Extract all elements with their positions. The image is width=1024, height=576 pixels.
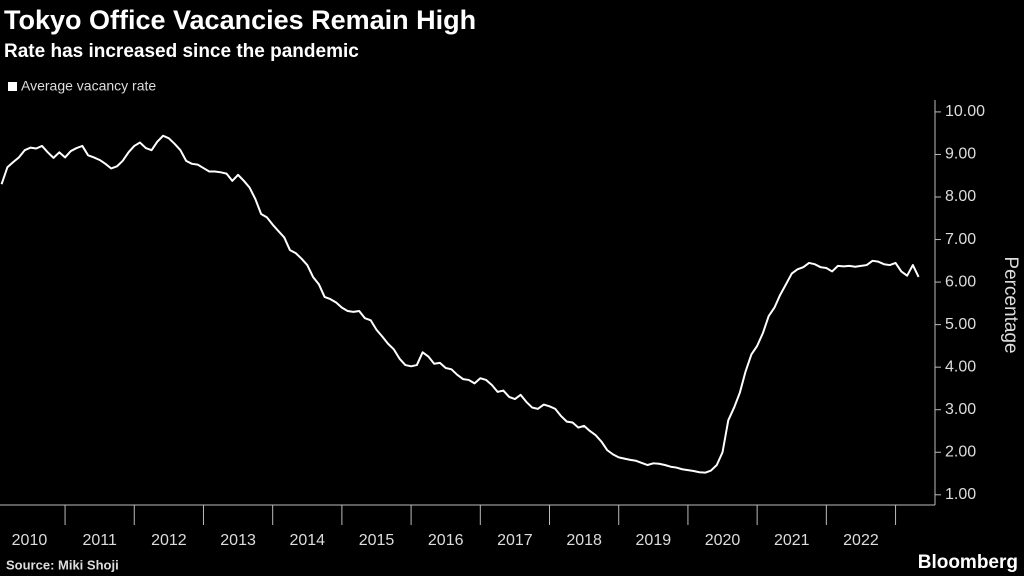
y-tick-label: 5.00 (945, 316, 976, 333)
y-tick-label: 6.00 (945, 273, 976, 290)
x-tick-label: 2018 (566, 532, 602, 549)
x-tick-label: 2019 (636, 532, 672, 549)
x-tick-label: 2014 (289, 532, 325, 549)
legend-swatch (8, 82, 17, 91)
x-tick-label: 2022 (843, 532, 879, 549)
x-tick-label: 2013 (220, 532, 256, 549)
x-tick-label: 2020 (705, 532, 741, 549)
legend-label: Average vacancy rate (21, 78, 156, 94)
data-line (0, 134, 920, 474)
y-tick-label: 4.00 (945, 358, 976, 375)
y-tick-label: 7.00 (945, 231, 976, 248)
y-tick-label: 1.00 (945, 486, 976, 503)
x-tick-label: 2015 (359, 532, 395, 549)
y-tick-label: 3.00 (945, 401, 976, 418)
x-tick-label: 2016 (428, 532, 464, 549)
y-tick-label: 9.00 (945, 146, 976, 163)
chart-subtitle: Rate has increased since the pandemic (4, 41, 359, 62)
x-tick-label: 2011 (82, 532, 117, 549)
x-tick-label: 2012 (151, 532, 187, 549)
chart-title: Tokyo Office Vacancies Remain High (4, 5, 476, 35)
source: Source: Miki Shoji (6, 557, 119, 572)
x-tick-label: 2010 (12, 532, 48, 549)
y-tick-label: 2.00 (945, 443, 976, 460)
x-tick-label: 2017 (497, 532, 533, 549)
y-axis-label: Percentage (1000, 256, 1021, 353)
logo: Bloomberg (918, 552, 1018, 573)
y-tick-label: 8.00 (945, 188, 976, 205)
x-tick-label: 2021 (774, 532, 810, 549)
y-tick-label: 10.00 (945, 103, 985, 120)
